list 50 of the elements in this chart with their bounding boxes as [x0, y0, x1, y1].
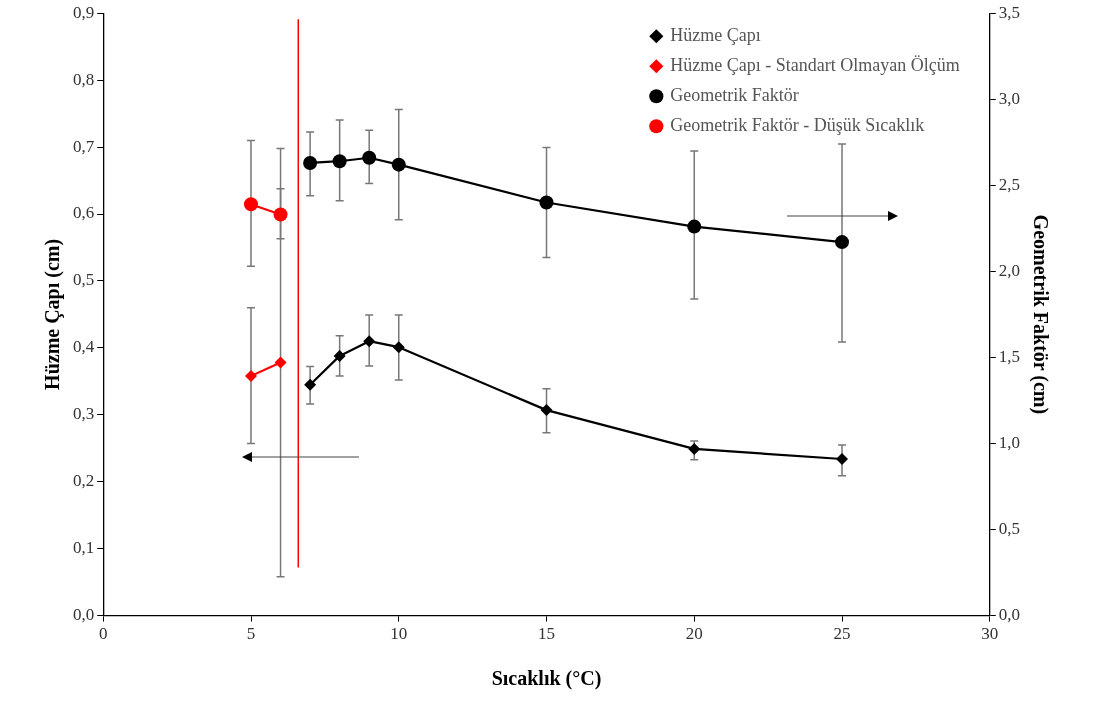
legend-label: Geometrik Faktör [670, 84, 799, 105]
point [244, 197, 258, 212]
y-tick-label: 0,3 [73, 404, 95, 424]
y2-tick-label: 2,5 [998, 174, 1020, 194]
y-tick-label: 0,6 [73, 203, 95, 223]
y-axis-title: Hüzme Çapı (cm) [41, 238, 65, 390]
point [273, 207, 288, 222]
point [363, 335, 376, 348]
y2-tick-label: 3,0 [998, 88, 1020, 108]
point [332, 154, 347, 169]
point [303, 155, 318, 170]
y2-tick-label: 1,0 [998, 432, 1020, 452]
y2-tick-label: 2,0 [998, 260, 1020, 280]
point [392, 341, 405, 354]
x-tick-label: 25 [833, 624, 851, 644]
y2-tick-label: 0,0 [998, 605, 1020, 625]
y2-tick-label: 1,5 [998, 346, 1020, 366]
point [539, 195, 554, 210]
x-axis-title: Sıcaklık (°C) [491, 667, 602, 691]
x-tick-label: 30 [981, 624, 999, 644]
x-tick-label: 20 [685, 624, 703, 644]
y-tick-label: 0,2 [73, 471, 95, 491]
y-tick-label: 0,4 [73, 337, 95, 357]
x-tick-label: 10 [390, 624, 408, 644]
point [333, 349, 346, 362]
x-tick-label: 0 [99, 624, 108, 644]
y2-tick-label: 3,5 [998, 2, 1020, 22]
y2-axis-title: Geometrik Faktör (cm) [1028, 214, 1052, 415]
point [540, 404, 553, 417]
legend-label: Hüzme Çapı [670, 24, 761, 45]
y-tick-label: 0,5 [73, 270, 95, 290]
legend-label: Hüzme Çapı - Standart Olmayan Ölçüm [670, 54, 960, 75]
y-tick-label: 0,8 [73, 69, 95, 89]
x-tick-label: 15 [538, 624, 555, 644]
y-tick-label: 0,1 [73, 538, 95, 558]
legend-label: Geometrik Faktör - Düşük Sıcaklık [670, 114, 925, 135]
point [245, 369, 257, 382]
y-tick-label: 0,7 [73, 136, 95, 156]
y-tick-label: 0,9 [73, 2, 95, 22]
point [688, 442, 701, 455]
point [274, 356, 287, 369]
point [836, 452, 848, 465]
point [687, 219, 702, 234]
point [835, 235, 849, 250]
y2-tick-label: 0,5 [998, 519, 1020, 539]
point [391, 157, 406, 172]
x-tick-label: 5 [246, 624, 256, 644]
point [362, 150, 377, 165]
point [304, 378, 317, 391]
y-tick-label: 0,0 [73, 605, 95, 625]
